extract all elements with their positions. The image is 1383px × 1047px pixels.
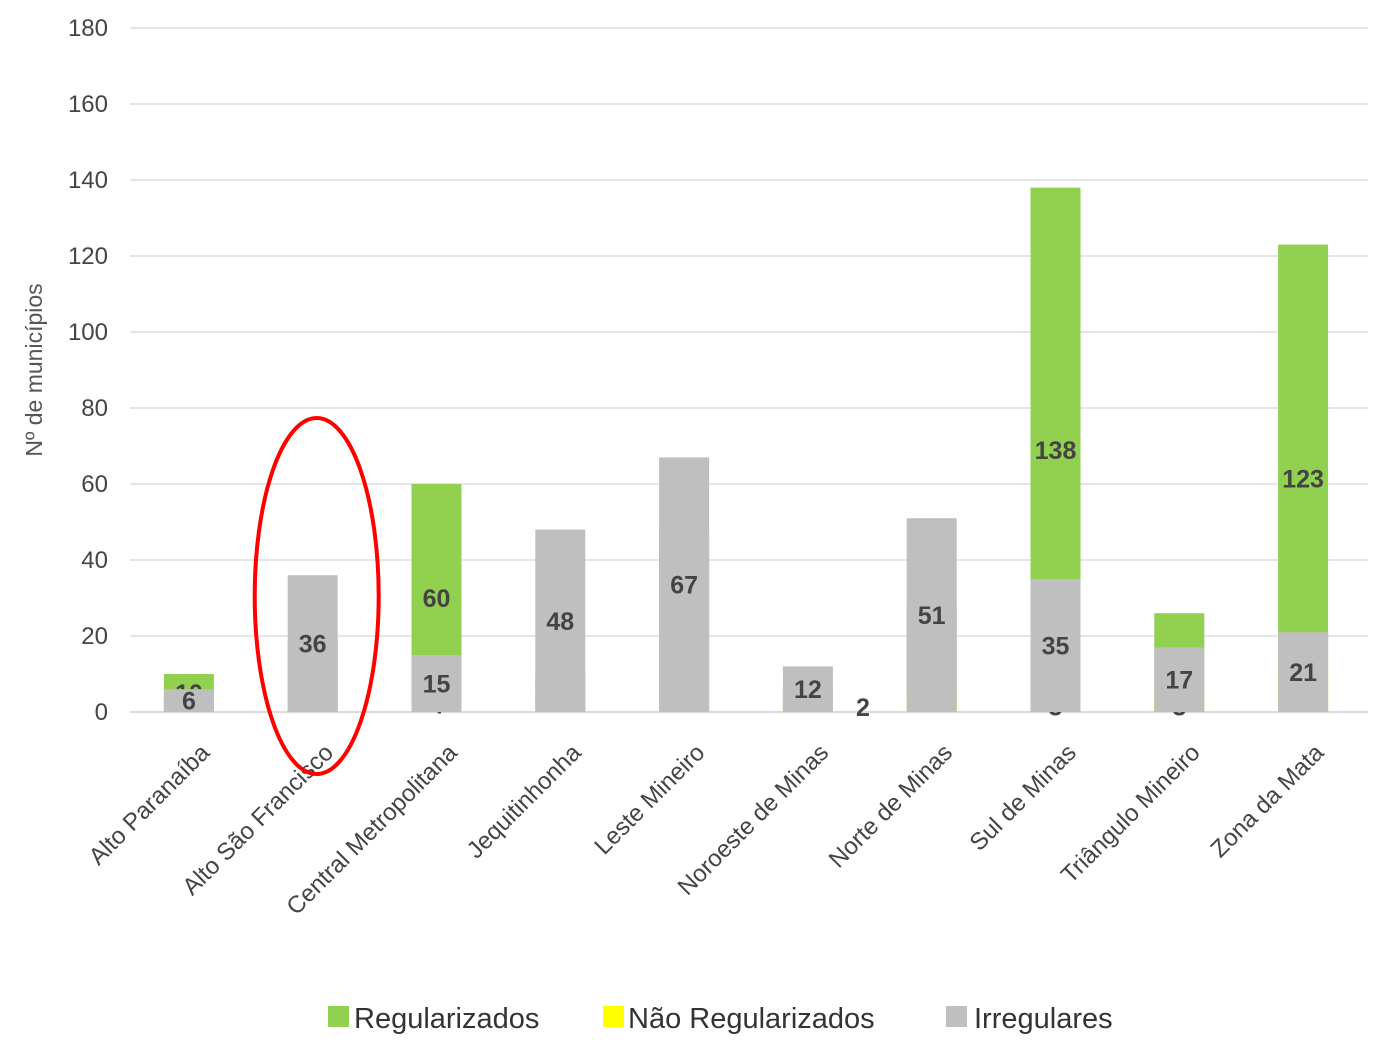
y-tick-label: 80 [81, 395, 108, 422]
x-tick-label: Alto Paranaíba [84, 739, 216, 871]
y-tick-label: 60 [81, 471, 108, 498]
bar-segment [411, 655, 462, 712]
legend-swatch [328, 1006, 349, 1027]
data-label: 35 [1042, 633, 1070, 661]
y-tick-label: 160 [68, 91, 108, 118]
x-tick-label: Sul de Minas [965, 739, 1082, 856]
x-tick-label: Norte de Minas [824, 739, 958, 873]
x-tick-label: Leste Mineiro [589, 739, 710, 860]
data-label: 51 [918, 602, 946, 630]
y-axis-title: Nº de municípios [21, 283, 47, 456]
legend-label: Não Regularizados [628, 1003, 875, 1035]
bar-segment [1154, 647, 1205, 712]
y-tick-label: 20 [81, 623, 108, 650]
legend-label: Irregulares [974, 1003, 1113, 1035]
bar-segment [535, 529, 586, 712]
bar-segment [782, 666, 833, 712]
data-label: 138 [1035, 437, 1077, 465]
data-label: 17 [1165, 667, 1193, 695]
y-tick-label: 140 [68, 167, 108, 194]
x-tick-label: Jequitinhonha [462, 739, 587, 864]
data-label: 36 [299, 631, 327, 659]
data-label: 12 [794, 676, 822, 704]
x-tick-label: Zona da Mata [1206, 739, 1330, 863]
bar-segment [659, 457, 710, 712]
data-label: 67 [670, 572, 698, 600]
y-tick-label: 120 [68, 243, 108, 270]
y-tick-label: 0 [95, 699, 108, 726]
data-label: 6 [182, 688, 196, 716]
data-label: 2 [856, 694, 870, 722]
data-label: 123 [1282, 465, 1324, 493]
legend-swatch [946, 1006, 967, 1027]
y-axis-ticks: 0 20 40 60 80 100 120 140 160 180 [68, 15, 108, 726]
data-label: 21 [1289, 659, 1317, 687]
legend: Regularizados Não Regularizados Irregulare… [328, 1003, 1113, 1035]
y-tick-label: 40 [81, 547, 108, 574]
bars: 1056196366041510648483067621229551138335… [163, 187, 1329, 722]
legend-label: Regularizados [354, 1003, 539, 1035]
bar-segment [1030, 579, 1081, 712]
annotation-layer [252, 416, 381, 776]
x-tick-label: Triângulo Mineiro [1056, 739, 1206, 889]
legend-swatch [603, 1006, 624, 1027]
data-label: 60 [423, 585, 451, 613]
y-tick-label: 180 [68, 15, 108, 42]
data-label: 48 [546, 608, 574, 636]
y-tick-label: 100 [68, 319, 108, 346]
bar-segment [163, 689, 214, 712]
highlight-ellipse [252, 416, 381, 776]
bar-segment [906, 518, 957, 712]
bar-segment [1278, 632, 1329, 712]
bar-segment [287, 575, 338, 712]
data-label: 15 [423, 671, 451, 699]
